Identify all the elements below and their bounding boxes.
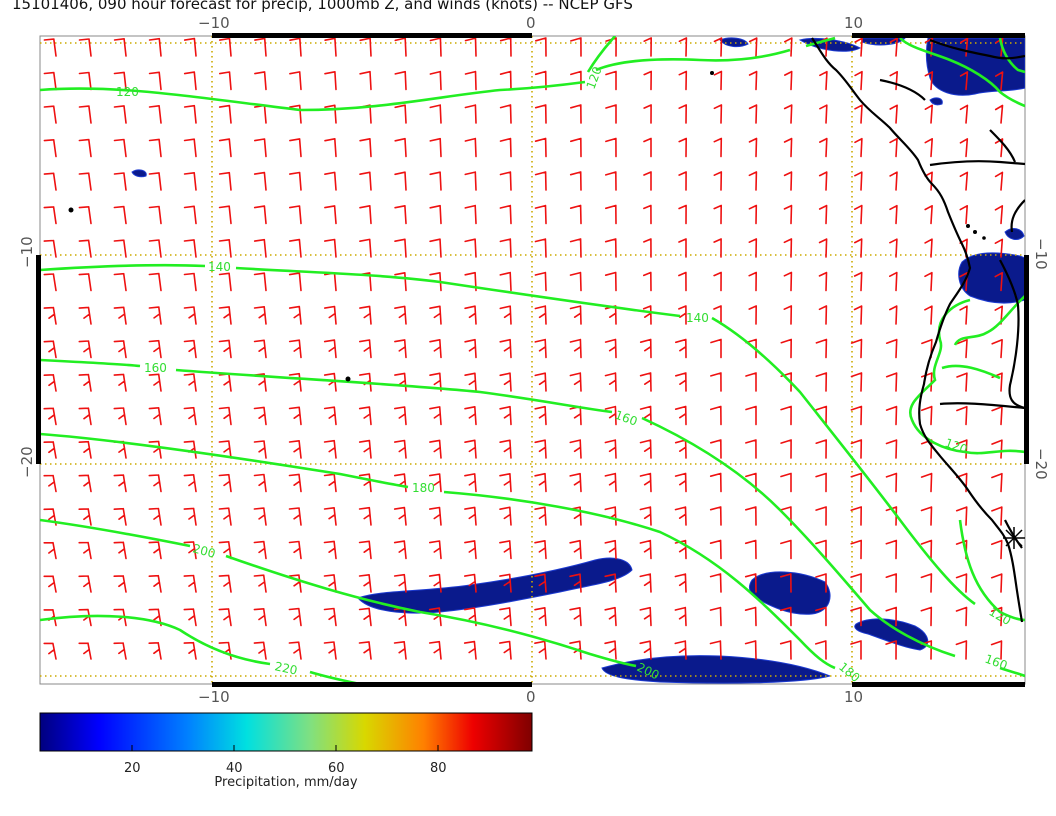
contour-label: 220 [273,659,298,677]
contour-label: 120 [116,85,139,99]
border-north [879,38,1025,101]
contour-label: 200 [191,541,217,560]
contour-coast-loop-3 [958,519,1025,622]
colorbar-gradient [39,712,533,752]
contour-coast-loop-1 [909,298,1025,455]
colorbar-tick: 20 [124,761,141,776]
precip-areas [131,37,1025,684]
contour-120-west-branch [586,36,617,73]
contour-ne-corner [899,37,1025,108]
contour-label: 160 [144,361,167,375]
islands [68,71,986,382]
contour-coast-loop-2 [941,295,1025,380]
x-tick-bottom: −10 [198,688,230,706]
y-tick-left: −10 [18,236,36,268]
colorbar-tick: 40 [226,761,243,776]
contour-label: 140 [686,311,709,325]
y-tick-left: −20 [18,446,36,478]
contour-200 [40,518,637,668]
colorbar-tick: 60 [328,761,345,776]
y-tick-right: −10 [1032,238,1050,270]
height-contours [40,36,1025,684]
contour-160 [40,358,1025,678]
coastline-south-america [811,37,1024,623]
colorbar: 20 40 60 80 [39,712,533,776]
contour-120-north [40,36,836,112]
axis-bars [36,33,1029,687]
contour-label: 180 [412,481,435,495]
border-peru-ecuador [929,160,1025,167]
border-peru-brazil [989,129,1025,233]
colorbar-tick: 80 [430,761,447,776]
border-chile-bolivia [939,402,1025,410]
map-title: 15101406, 090 hour forecast for precip, … [12,0,633,13]
coastline [811,37,1025,623]
x-tick-top: 10 [844,14,863,32]
contour-140 [40,263,976,606]
x-tick-bottom: 10 [844,688,863,706]
contour-label: 140 [208,260,231,274]
border-peru-bolivia [999,259,1025,410]
station-marker [1003,527,1025,549]
y-tick-right: −20 [1032,448,1050,480]
precip-area-northeast [925,37,1025,96]
colorbar-label: Precipitation, mm/day [214,775,358,790]
x-tick-bottom: 0 [526,688,536,706]
x-tick-top: −10 [198,14,230,32]
contour-180 [40,432,836,670]
precip-area-andes [958,252,1025,304]
axis-labels: −10 0 10 −10 0 10 −10 −20 −10 −20 [18,14,1050,706]
x-tick-top: 0 [526,14,536,32]
